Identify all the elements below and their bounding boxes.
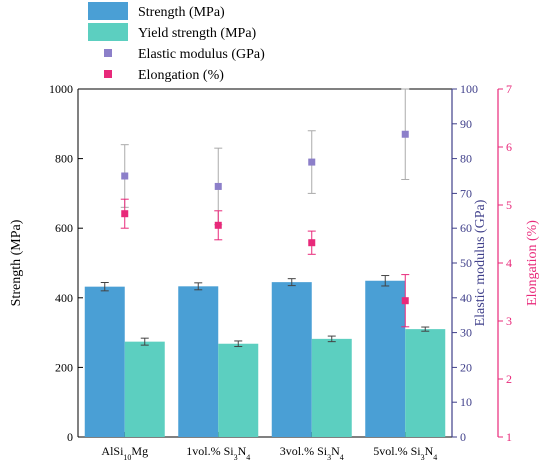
left-tick-label: 800 xyxy=(55,152,73,166)
modulus-point xyxy=(214,182,222,190)
modulus-tick-label: 0 xyxy=(460,430,466,444)
modulus-axis-title: Elastic modulus (GPa) xyxy=(473,199,488,326)
elongation-tick-label: 2 xyxy=(506,372,512,386)
modulus-tick-label: 100 xyxy=(460,82,478,96)
left-tick-label: 600 xyxy=(55,221,73,235)
left-tick-label: 0 xyxy=(67,430,73,444)
elongation-tick-label: 5 xyxy=(506,198,512,212)
bar-yield-strength xyxy=(218,343,259,437)
x-tick-label: 5vol.% Si3N4 xyxy=(373,444,437,461)
elongation-tick-label: 1 xyxy=(506,430,512,444)
legend-label-1: Yield strength (MPa) xyxy=(138,26,257,41)
elongation-axis-title: Elongation (%) xyxy=(525,220,540,306)
elongation-tick-label: 3 xyxy=(506,314,512,328)
modulus-point xyxy=(401,130,409,138)
x-tick-label: 3vol.% Si3N4 xyxy=(280,444,344,461)
bar-yield-strength xyxy=(124,341,165,437)
modulus-tick-label: 40 xyxy=(460,291,472,305)
left-tick-label: 400 xyxy=(55,291,73,305)
elongation-tick-label: 4 xyxy=(506,256,512,270)
modulus-tick-label: 50 xyxy=(460,256,472,270)
legend-swatch-0 xyxy=(88,2,128,20)
left-tick-label: 200 xyxy=(55,360,73,374)
elongation-point xyxy=(121,210,129,218)
modulus-tick-label: 10 xyxy=(460,395,472,409)
legend-label-3: Elongation (%) xyxy=(138,68,224,83)
legend-marker-2 xyxy=(104,49,112,57)
legend-label-2: Elastic modulus (GPa) xyxy=(138,47,265,62)
legend-marker-3 xyxy=(104,70,112,78)
elongation-tick-label: 7 xyxy=(506,82,512,96)
elongation-point xyxy=(214,221,222,229)
modulus-tick-label: 90 xyxy=(460,117,472,131)
left-axis-title: Strength (MPa) xyxy=(9,219,24,306)
modulus-tick-label: 60 xyxy=(460,221,472,235)
modulus-tick-label: 70 xyxy=(460,186,472,200)
legend-label-0: Strength (MPa) xyxy=(138,5,225,20)
modulus-tick-label: 20 xyxy=(460,360,472,374)
left-tick-label: 1000 xyxy=(49,82,73,96)
bar-strength xyxy=(178,286,219,437)
bar-strength xyxy=(271,282,312,437)
bar-yield-strength xyxy=(405,329,446,437)
modulus-point xyxy=(308,158,316,166)
x-tick-label: AlSi10Mg xyxy=(101,444,148,461)
elongation-point xyxy=(308,239,316,247)
legend-swatch-1 xyxy=(88,23,128,41)
elongation-point xyxy=(401,297,409,305)
bar-strength xyxy=(84,286,125,437)
modulus-point xyxy=(121,172,129,180)
elongation-tick-label: 6 xyxy=(506,140,512,154)
x-tick-label: 1vol.% Si3N4 xyxy=(186,444,250,461)
modulus-tick-label: 80 xyxy=(460,152,472,166)
modulus-tick-label: 30 xyxy=(460,326,472,340)
bar-yield-strength xyxy=(311,338,352,437)
bar-strength xyxy=(365,280,406,437)
